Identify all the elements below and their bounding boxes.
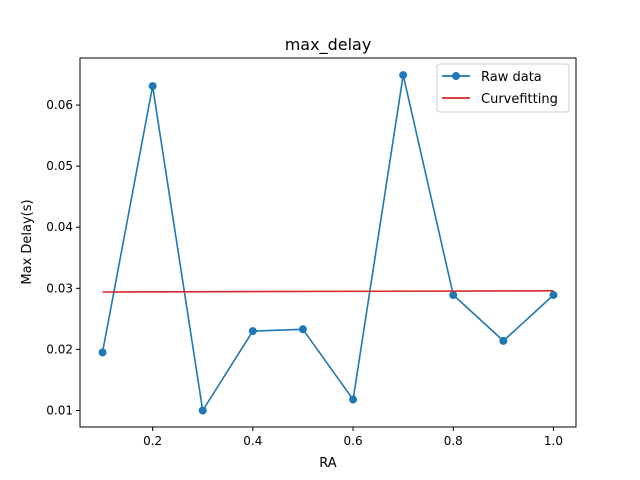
y-tick-label: 0.02 [46, 342, 73, 356]
y-tick-label: 0.01 [46, 404, 73, 418]
x-axis-label: RA [319, 456, 337, 471]
plot-frame [79, 57, 577, 428]
y-tick-label: 0.04 [46, 220, 73, 234]
raw-data-point [499, 336, 508, 345]
x-tick-label: 1.0 [544, 434, 563, 448]
x-tick-label: 0.4 [243, 434, 262, 448]
y-tick-label: 0.06 [46, 98, 73, 112]
x-tick-label: 0.6 [344, 434, 363, 448]
legend-label: Raw data [481, 70, 542, 85]
legend-label: Curvefitting [481, 92, 558, 107]
legend-swatch-marker [452, 72, 460, 80]
y-tick-label: 0.05 [46, 159, 73, 173]
raw-data-point [449, 291, 458, 300]
curvefitting-line [102, 289, 554, 293]
x-tick-label: 0.8 [444, 434, 463, 448]
y-axis-label: Max Delay(s) [20, 199, 35, 284]
plot-area: 0.2 0.4 0.6 0.8 1.0 0.01 0.02 0.03 0.04 0.05 0.06 [46, 57, 577, 448]
raw-data-point [549, 291, 558, 300]
raw-data-point [98, 348, 107, 357]
raw-data-point [248, 327, 257, 336]
raw-data-point [148, 82, 157, 91]
y-tick-label: 0.03 [46, 281, 73, 295]
raw-data-point [349, 395, 358, 404]
raw-data-line [101, 74, 555, 412]
x-tick-label: 0.2 [143, 434, 162, 448]
chart-title: max_delay [285, 35, 372, 55]
raw-data-point [399, 71, 408, 80]
legend: Raw data Curvefitting [436, 63, 570, 113]
raw-data-point [198, 406, 207, 415]
raw-data-point [298, 325, 307, 334]
